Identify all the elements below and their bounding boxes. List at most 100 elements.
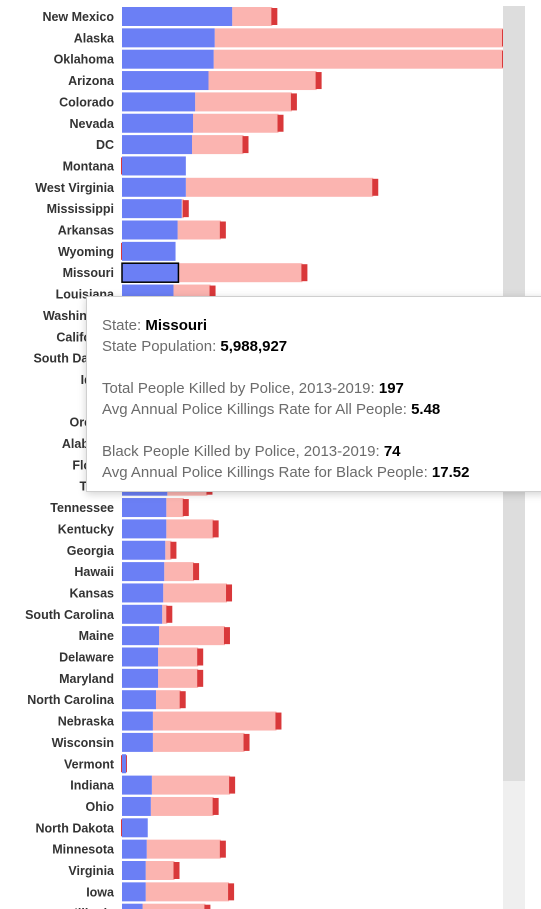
all-rate-bar-nevada[interactable] <box>122 113 194 133</box>
black-rate-bar-arkansas[interactable] <box>177 220 221 240</box>
all-rate-bar-arkansas[interactable] <box>122 220 178 240</box>
all-rate-bar-colorado[interactable] <box>122 92 196 112</box>
black-rate-bar-ohio[interactable] <box>150 796 214 816</box>
black-rate-marker-wisconsin[interactable] <box>243 733 250 751</box>
black-rate-marker-virginia[interactable] <box>173 862 180 879</box>
all-rate-bar-iowa[interactable] <box>122 882 146 902</box>
black-rate-marker-new-mexico[interactable] <box>271 8 278 25</box>
black-rate-bar-kansas[interactable] <box>163 583 228 603</box>
black-rate-marker-west-virginia[interactable] <box>372 178 379 196</box>
black-rate-bar-north-carolina[interactable] <box>155 690 181 710</box>
black-rate-bar-alaska[interactable] <box>214 28 504 48</box>
black-rate-marker-south-carolina[interactable] <box>166 605 173 623</box>
black-rate-bar-kentucky[interactable] <box>166 519 214 539</box>
all-rate-bar-oklahoma[interactable] <box>122 49 214 69</box>
black-rate-bar-oklahoma[interactable] <box>213 49 504 69</box>
all-rate-bar-arizona[interactable] <box>122 71 209 91</box>
black-rate-marker-north-carolina[interactable] <box>179 691 186 709</box>
black-rate-marker-ohio[interactable] <box>212 797 219 815</box>
black-rate-marker-dc[interactable] <box>242 136 249 154</box>
state-label-tennessee: Tennessee <box>50 501 114 515</box>
state-label-ohio: Ohio <box>86 800 115 814</box>
black-rate-marker-colorado[interactable] <box>290 93 297 111</box>
black-rate-marker-kansas[interactable] <box>226 584 233 602</box>
black-rate-marker-hawaii[interactable] <box>193 563 200 581</box>
all-rate-bar-minnesota[interactable] <box>122 839 147 859</box>
black-rate-bar-iowa[interactable] <box>145 882 230 902</box>
black-rate-bar-maryland[interactable] <box>158 668 199 688</box>
all-rate-bar-indiana[interactable] <box>122 775 152 795</box>
black-rate-marker-nebraska[interactable] <box>275 712 282 730</box>
black-rate-bar-maine[interactable] <box>159 626 225 646</box>
black-rate-bar-nevada[interactable] <box>193 113 279 133</box>
black-rate-marker-louisiana[interactable] <box>209 285 216 303</box>
black-rate-bar-mississippi[interactable] <box>181 199 184 219</box>
all-rate-bar-delaware[interactable] <box>122 647 159 667</box>
black-rate-marker-minnesota[interactable] <box>219 840 226 858</box>
all-rate-bar-kansas[interactable] <box>122 583 164 603</box>
black-rate-marker-arizona[interactable] <box>315 72 322 90</box>
all-rate-bar-ohio[interactable] <box>122 796 151 816</box>
all-rate-bar-alaska[interactable] <box>122 28 215 48</box>
all-rate-bar-tennessee[interactable] <box>122 498 167 518</box>
black-rate-marker-illinois[interactable] <box>204 904 211 909</box>
all-rate-bar-maryland[interactable] <box>122 668 159 688</box>
all-rate-bar-georgia[interactable] <box>122 540 166 560</box>
all-rate-bar-illinois[interactable] <box>122 903 143 909</box>
black-rate-marker-nevada[interactable] <box>277 114 284 132</box>
all-rate-bar-mississippi[interactable] <box>122 199 182 219</box>
state-label-nebraska: Nebraska <box>58 715 115 729</box>
black-rate-bar-hawaii[interactable] <box>164 562 195 582</box>
all-rate-bar-wyoming[interactable] <box>122 241 176 261</box>
black-rate-bar-illinois[interactable] <box>142 903 206 909</box>
black-rate-bar-wisconsin[interactable] <box>152 732 245 752</box>
tooltip-population-label: State Population: <box>102 338 221 355</box>
black-rate-marker-maryland[interactable] <box>197 669 204 687</box>
all-rate-bar-maine[interactable] <box>122 626 160 646</box>
all-rate-bar-kentucky[interactable] <box>122 519 167 539</box>
black-rate-bar-minnesota[interactable] <box>146 839 221 859</box>
all-rate-bar-north-dakota[interactable] <box>122 818 148 838</box>
black-rate-bar-arizona[interactable] <box>208 71 317 91</box>
black-rate-marker-delaware[interactable] <box>197 648 204 666</box>
all-rate-bar-south-carolina[interactable] <box>122 604 163 624</box>
all-rate-bar-hawaii[interactable] <box>122 562 165 582</box>
state-label-dc: DC <box>96 138 114 152</box>
all-rate-bar-dc[interactable] <box>122 135 193 155</box>
black-rate-marker-missouri[interactable] <box>301 264 308 282</box>
tooltip-state-row: State: Missouri <box>102 315 541 336</box>
black-rate-marker-kentucky[interactable] <box>212 520 219 538</box>
tooltip-all-rate-label: Avg Annual Police Killings Rate for All … <box>102 401 412 418</box>
black-rate-marker-indiana[interactable] <box>229 776 236 794</box>
tooltip-total-killed-row: Total People Killed by Police, 2013-2019… <box>102 378 541 399</box>
all-rate-bar-north-carolina[interactable] <box>122 690 156 710</box>
black-rate-bar-new-mexico[interactable] <box>232 7 273 26</box>
black-rate-bar-nebraska[interactable] <box>152 711 277 731</box>
all-rate-bar-montana[interactable] <box>122 156 186 176</box>
all-rate-bar-missouri[interactable] <box>121 262 180 283</box>
black-rate-bar-dc[interactable] <box>192 135 244 155</box>
black-rate-marker-mississippi[interactable] <box>182 200 189 218</box>
all-rate-bar-wisconsin[interactable] <box>122 732 153 752</box>
state-tooltip: State: Missouri State Population: 5,988,… <box>86 296 541 492</box>
black-rate-marker-tennessee[interactable] <box>182 499 189 517</box>
black-rate-bar-south-carolina[interactable] <box>162 604 168 624</box>
all-rate-bar-nebraska[interactable] <box>122 711 153 731</box>
black-rate-bar-colorado[interactable] <box>195 92 292 112</box>
black-rate-bar-virginia[interactable] <box>145 861 175 880</box>
black-rate-bar-missouri[interactable] <box>178 263 303 283</box>
all-rate-bar-new-mexico[interactable] <box>122 7 233 26</box>
black-rate-marker-maine[interactable] <box>223 627 230 645</box>
black-rate-bar-indiana[interactable] <box>151 775 231 795</box>
all-rate-bar-virginia[interactable] <box>122 861 146 880</box>
black-rate-bar-tennessee[interactable] <box>166 498 184 518</box>
all-rate-bar-vermont[interactable] <box>122 754 127 774</box>
black-rate-bar-west-virginia[interactable] <box>185 177 374 197</box>
black-rate-marker-iowa[interactable] <box>228 883 235 901</box>
black-rate-bar-delaware[interactable] <box>158 647 199 667</box>
black-rate-marker-arkansas[interactable] <box>219 221 226 239</box>
black-rate-marker-georgia[interactable] <box>170 541 177 559</box>
black-rate-bar-georgia[interactable] <box>165 540 172 560</box>
all-rate-bar-west-virginia[interactable] <box>122 177 186 197</box>
